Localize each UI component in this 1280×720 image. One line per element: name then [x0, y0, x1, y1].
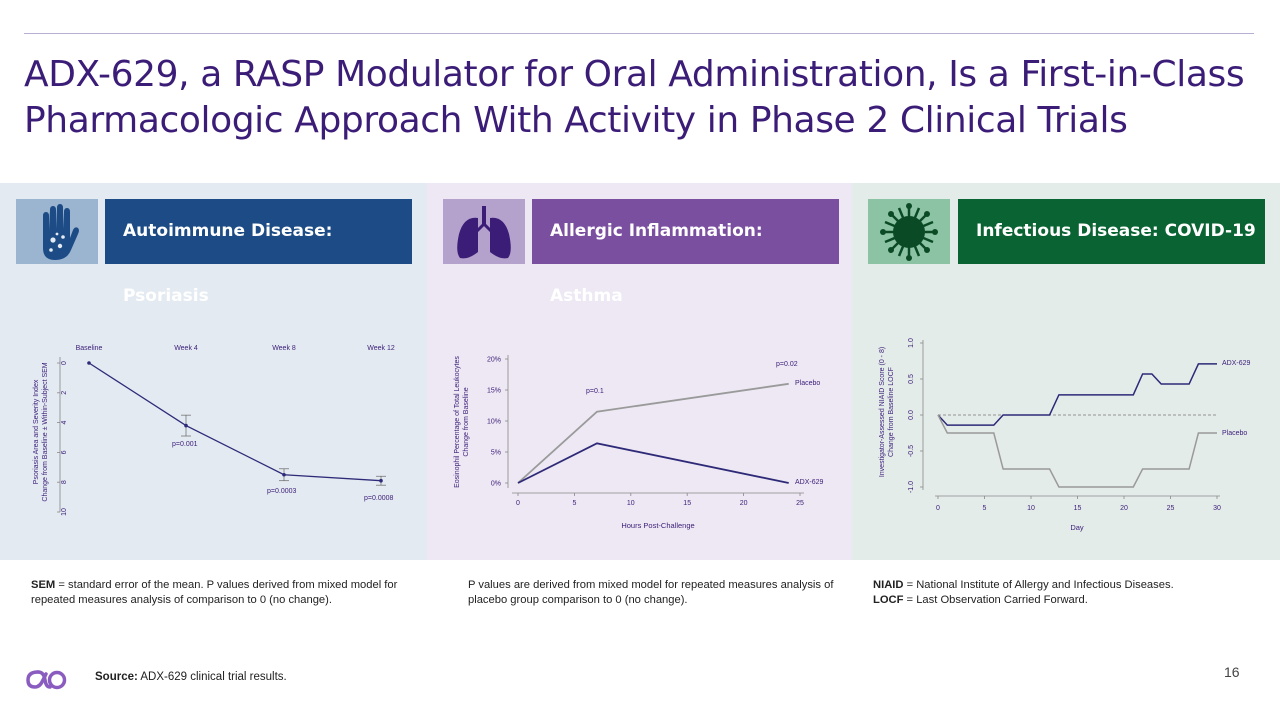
source-note: Source: ADX-629 clinical trial results.: [95, 671, 287, 683]
virus-icon-box: [868, 199, 950, 264]
panel-asthma: Allergic Inflammation: Asthma: [427, 183, 852, 560]
banner-covid: Infectious Disease: COVID-19: [958, 199, 1265, 264]
note-covid-term1: NIAID: [873, 579, 904, 591]
note-covid-term2: LOCF: [873, 594, 904, 606]
note-psoriasis: SEM = standard error of the mean. P valu…: [31, 578, 426, 608]
slide-title: ADX-629, a RASP Modulator for Oral Admin…: [24, 54, 1245, 141]
virus-icon: [880, 202, 938, 261]
note-covid-text1: = National Institute of Allergy and Infe…: [903, 579, 1174, 591]
top-rule: [24, 33, 1254, 34]
company-logo: [26, 670, 67, 690]
lungs-icon-box: [443, 199, 525, 264]
note-covid: NIAID = National Institute of Allergy an…: [873, 578, 1243, 608]
note-asthma: P values are derived from mixed model fo…: [468, 579, 834, 606]
panel-psoriasis: Autoimmune Disease: Psoriasis: [0, 183, 427, 560]
lungs-icon: [457, 205, 511, 258]
source-text: ADX-629 clinical trial results.: [137, 671, 287, 683]
hand-icon-box: [16, 199, 98, 264]
panel-covid: Infectious Disease: COVID-19: [852, 183, 1280, 560]
banner-psoriasis: Autoimmune Disease: Psoriasis: [105, 199, 412, 306]
note-covid-text2: = Last Observation Carried Forward.: [903, 594, 1088, 606]
hand-icon: [43, 203, 79, 260]
page-number: 16: [1224, 664, 1240, 680]
banner-asthma: Allergic Inflammation: Asthma: [532, 199, 839, 306]
note-psoriasis-term: SEM: [31, 579, 56, 591]
note-psoriasis-text: = standard error of the mean. P values d…: [31, 579, 398, 606]
source-label: Source:: [95, 671, 138, 683]
